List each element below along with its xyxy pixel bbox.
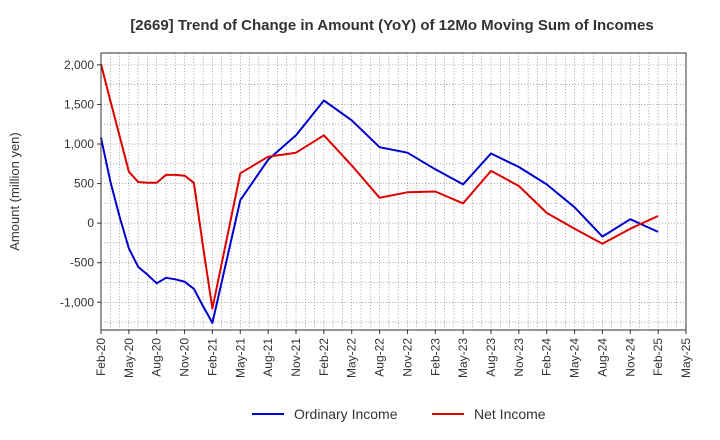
y-tick-label: -500 (70, 256, 94, 270)
gridlines (100, 53, 687, 330)
y-tick-label: -1,000 (60, 295, 94, 309)
x-tick-label: May-23 (456, 338, 470, 378)
series-line-net-income (100, 63, 659, 310)
y-axis-ticks: 2,000 1,500 1,000 500 0 -500 -1,000 (60, 58, 101, 309)
legend-label: Ordinary Income (294, 406, 398, 422)
series-lines (100, 63, 659, 324)
legend-label: Net Income (474, 406, 546, 422)
y-tick-label: 1,500 (64, 97, 94, 111)
x-tick-label: Nov-24 (623, 338, 637, 377)
y-tick-label: 0 (87, 216, 94, 230)
x-tick-label: Aug-21 (261, 338, 275, 377)
x-tick-label: May-22 (345, 338, 359, 378)
x-tick-label: Feb-23 (428, 338, 442, 376)
y-tick-label: 500 (74, 177, 94, 191)
x-tick-label: May-24 (568, 338, 582, 378)
x-tick-label: Feb-24 (540, 338, 554, 376)
y-axis-label: Amount (million yen) (7, 132, 22, 251)
x-tick-label: Nov-20 (178, 338, 192, 377)
x-tick-label: Nov-21 (289, 338, 303, 377)
x-tick-label: May-20 (122, 338, 136, 378)
x-tick-label: Feb-25 (651, 338, 665, 376)
x-tick-label: Feb-21 (205, 338, 219, 376)
x-tick-label: Aug-24 (595, 338, 609, 377)
x-tick-label: Aug-23 (484, 338, 498, 377)
x-tick-label: Feb-20 (94, 338, 108, 376)
chart-title: [2669] Trend of Change in Amount (YoY) o… (130, 17, 653, 34)
x-tick-label: Nov-23 (512, 338, 526, 377)
x-axis-ticks: Feb-20 May-20 Aug-20 Nov-20 Feb-21 May-21 Aug-… (94, 330, 693, 378)
y-tick-label: 1,000 (64, 137, 94, 151)
x-tick-label: Nov-22 (400, 338, 414, 377)
plot-area-frame (100, 52, 687, 331)
x-tick-label: May-21 (233, 338, 247, 378)
x-tick-label: Aug-20 (150, 338, 164, 377)
series-line-ordinary-income (100, 99, 659, 324)
x-tick-label: Feb-22 (317, 338, 331, 376)
x-tick-label: May-25 (679, 338, 693, 378)
x-tick-label: Aug-22 (373, 338, 387, 377)
y-tick-label: 2,000 (64, 58, 94, 72)
legend: Ordinary Income Net Income (252, 406, 546, 422)
